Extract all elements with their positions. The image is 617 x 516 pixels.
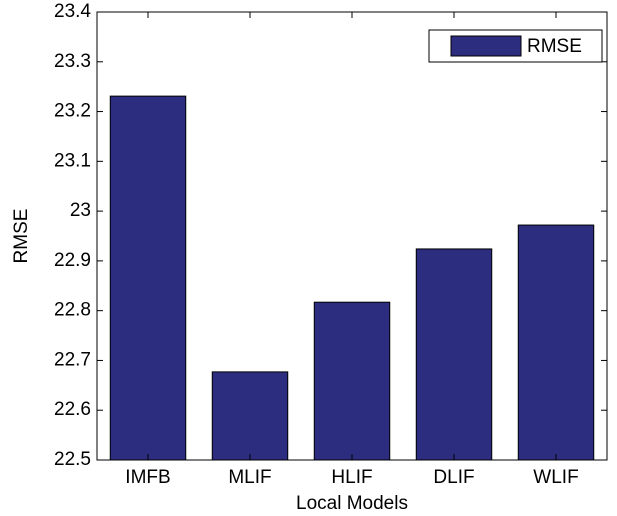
bar (313, 301, 391, 461)
y-tick-label: 23.2 (54, 101, 91, 122)
y-tick-label: 23.1 (54, 150, 91, 171)
bar (415, 248, 493, 461)
bar (109, 95, 187, 461)
y-axis-label: RMSE (11, 209, 32, 264)
y-tick-label: 23.4 (54, 1, 91, 22)
y-tick-label: 22.5 (54, 449, 91, 470)
x-tick-label: DLIF (433, 467, 474, 488)
bar (211, 371, 289, 461)
x-tick-label: MLIF (228, 467, 271, 488)
x-tick-label: WLIF (533, 467, 578, 488)
legend-label: RMSE (527, 36, 582, 57)
x-tick-label: HLIF (331, 467, 372, 488)
y-tick-label: 22.9 (54, 250, 91, 271)
y-tick-label: 23 (70, 200, 91, 221)
y-tick-label: 22.6 (54, 399, 91, 420)
y-tick-label: 22.8 (54, 300, 91, 321)
y-tick-label: 22.7 (54, 349, 91, 370)
legend-swatch (450, 35, 522, 57)
x-tick-label: IMFB (125, 467, 170, 488)
bar (517, 224, 595, 461)
x-axis-label: Local Models (296, 493, 408, 514)
y-tick-label: 23.3 (54, 51, 91, 72)
